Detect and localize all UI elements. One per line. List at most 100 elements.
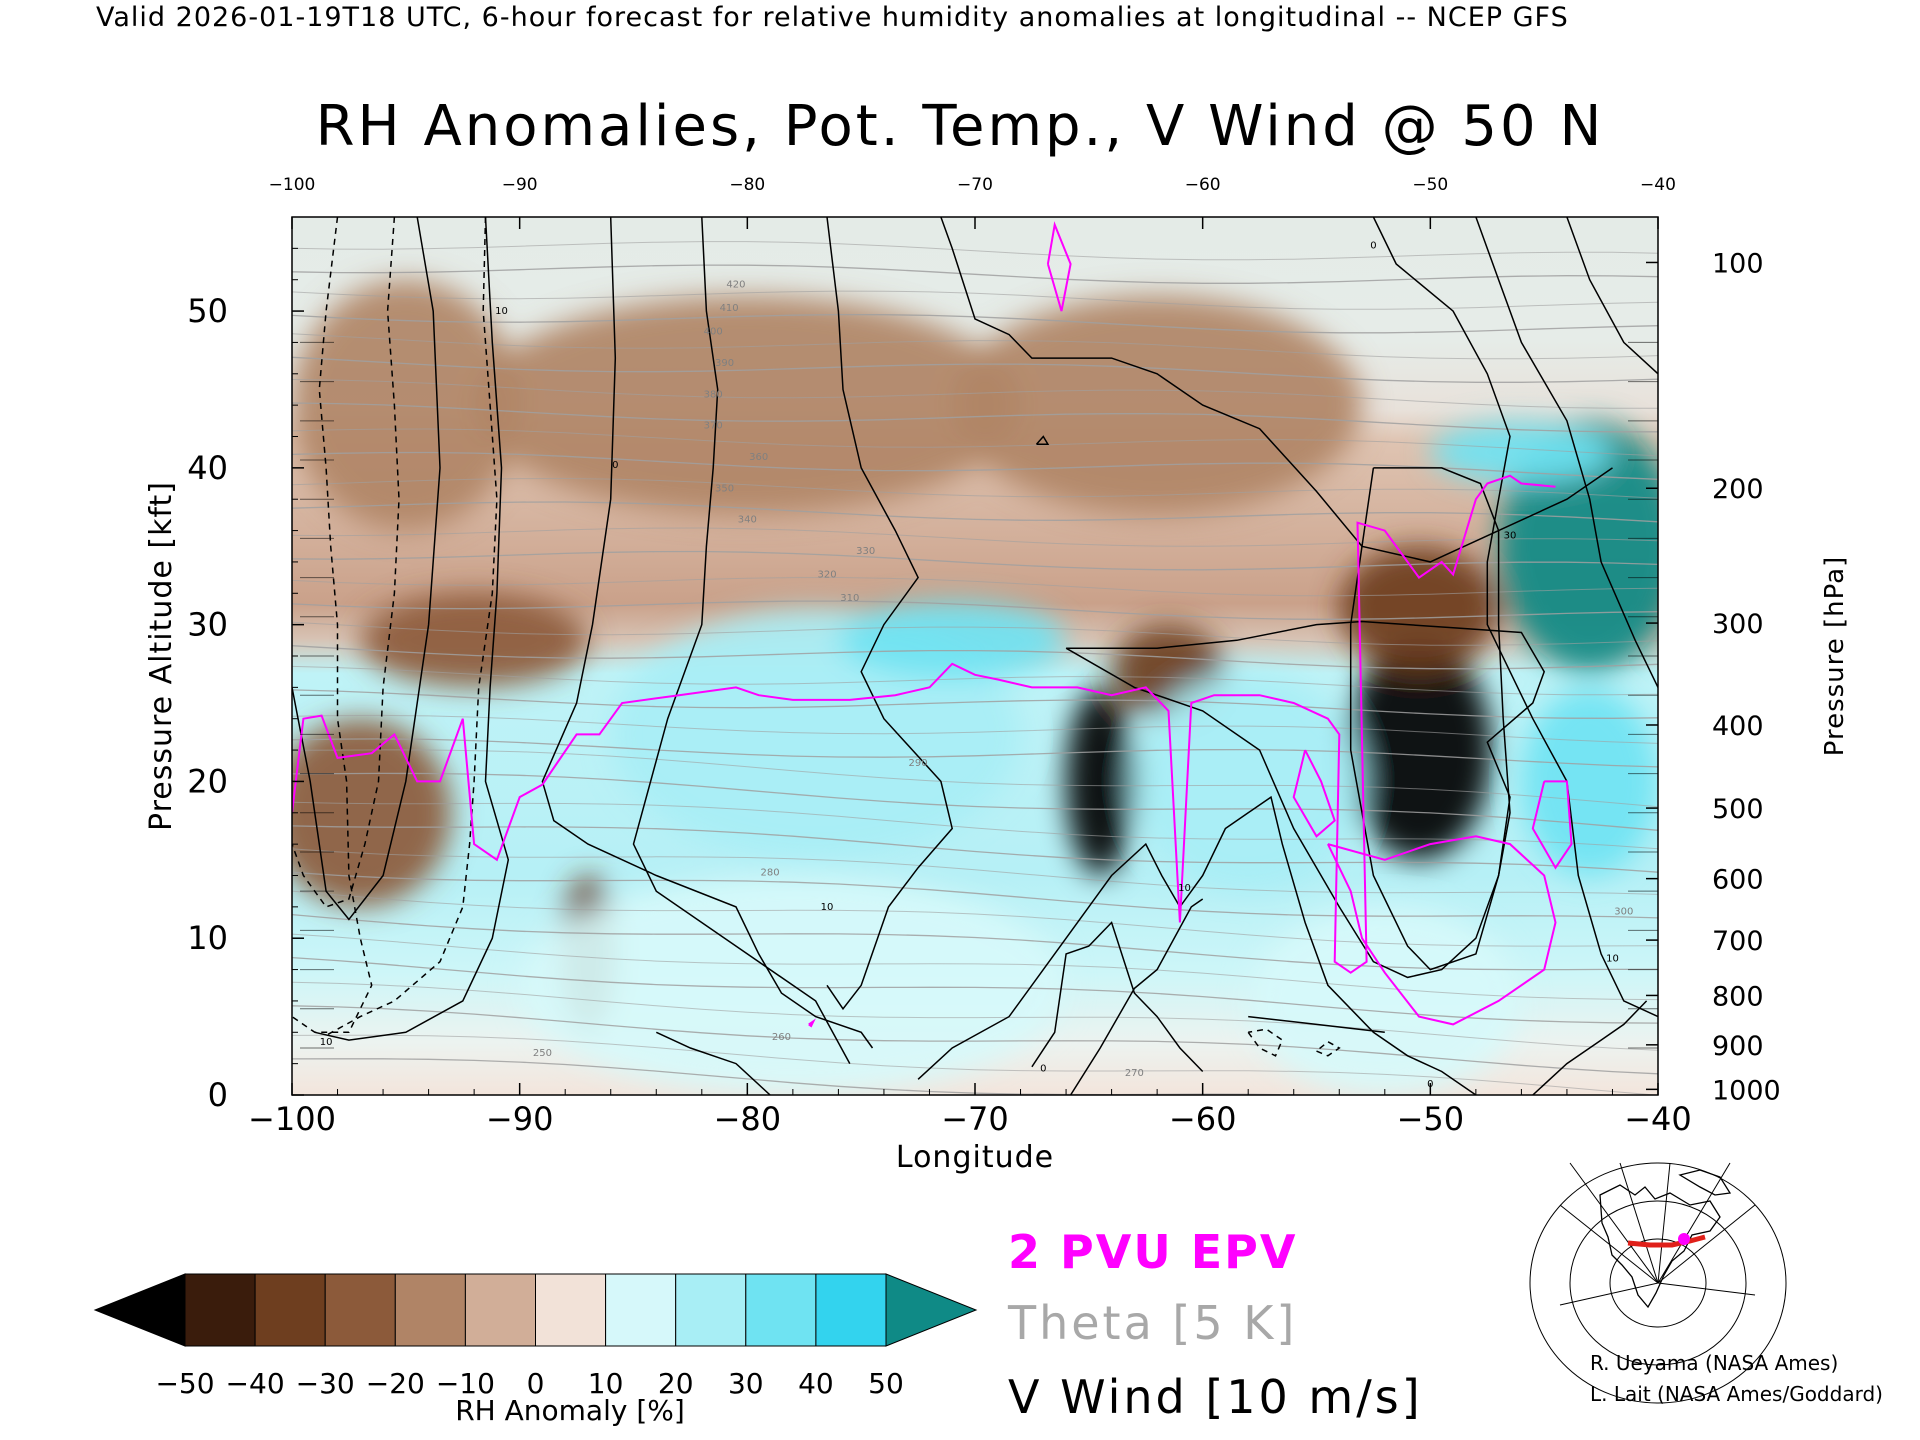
rh-anomaly-blob [952, 295, 1363, 515]
theta-label: 310 [840, 593, 859, 604]
rh-anomaly-blob [1134, 671, 1363, 892]
theta-contour [292, 333, 1658, 360]
x-tick-label: −60 [1169, 1100, 1237, 1138]
rh-anomaly-blob [838, 601, 1067, 680]
pressure-tick-label: 100 [1712, 248, 1764, 279]
y-tick-label: 0 [208, 1076, 228, 1114]
wind-contour [1065, 620, 1546, 979]
theta-contour [292, 871, 1658, 919]
plot-area: 2502602702802903003103203303403503603703… [291, 216, 1659, 1096]
wind-contour [292, 217, 441, 921]
theta-contour [292, 772, 1658, 831]
colorbar-bin [184, 1273, 256, 1347]
wind-contour [940, 217, 1613, 563]
theta-label: 360 [749, 452, 768, 463]
theta-label: 390 [715, 358, 734, 369]
theta-contour [292, 477, 1658, 499]
colorbar-tick-label: 20 [658, 1367, 694, 1400]
theta-contour [292, 241, 1658, 261]
theta-contour [292, 550, 1658, 571]
wind-contour [1247, 1028, 1284, 1057]
theta-contour [292, 848, 1658, 895]
valid-time-line: Valid 2026-01-19T18 UTC, 6-hour forecast… [96, 2, 1569, 33]
theta-label: 410 [720, 303, 739, 314]
y-axis-label: Pressure Altitude [kft] [144, 481, 179, 831]
wind-contour [1349, 467, 1511, 971]
theta-label: 290 [909, 758, 928, 769]
colorbar-tick-label: −40 [226, 1367, 285, 1400]
rh-anomaly-blob [1521, 687, 1658, 876]
wind-contour [1372, 217, 1658, 1018]
theta-contour [292, 913, 1658, 971]
x-top-tick-label: −80 [729, 175, 765, 195]
y-tick-label: 30 [187, 606, 228, 644]
theta-contour [292, 981, 1658, 1051]
epv-contour [808, 1018, 816, 1028]
section-marker [1678, 1233, 1690, 1245]
colorbar-bin [605, 1273, 677, 1347]
theta-contour [292, 402, 1658, 433]
wind-contour [1031, 921, 1204, 1073]
theta-contour [292, 825, 1658, 873]
theta-contour [292, 501, 1658, 523]
credit-line: R. Ueyama (NASA Ames) [1590, 1351, 1839, 1375]
wind-contour [292, 217, 373, 1034]
theta-contour [292, 621, 1658, 646]
theta-label: 400 [704, 327, 723, 338]
axes: −100 −100 −90 −90 −80 −80 −70 −70 −60 −60 −50 −50 −4… [187, 175, 1691, 1138]
theta-contour [292, 600, 1658, 620]
rh-anomaly-blob [1430, 420, 1613, 484]
theta-contour [292, 527, 1658, 547]
wind-label: 10 [1606, 954, 1619, 965]
x-top-tick-label: −100 [269, 175, 316, 195]
theta-contour [292, 428, 1658, 457]
legend-epv: 2 PVU EPV [1008, 1225, 1298, 1279]
theta-contour [292, 749, 1658, 808]
rh-anomaly-blob [1498, 420, 1658, 672]
section-line [1627, 1234, 1706, 1248]
theta-label: 320 [817, 570, 836, 581]
x-tick-label: −70 [941, 1100, 1009, 1138]
colorbar-label: RH Anomaly [%] [455, 1394, 685, 1427]
epv-contour [1292, 749, 1336, 838]
wind-label: 0 [1040, 1063, 1046, 1074]
pressure-tick-label: 800 [1712, 981, 1764, 1012]
theta-label: 260 [772, 1032, 791, 1043]
epv-contour [1046, 221, 1072, 312]
wind-contour [632, 217, 851, 1064]
theta-contour [292, 356, 1658, 383]
theta-label: 250 [533, 1048, 552, 1059]
pressure-tick-label: 200 [1712, 474, 1764, 505]
colorbar-tick-label: 50 [868, 1367, 904, 1400]
theta-label: 350 [715, 483, 734, 494]
theta-contour [292, 645, 1658, 670]
colorbar-tick-label: 10 [588, 1367, 624, 1400]
wind-contour [1035, 435, 1050, 446]
y-tick-label: 50 [187, 292, 228, 330]
x-top-tick-label: −60 [1185, 175, 1221, 195]
x-top-tick-label: −40 [1640, 175, 1676, 195]
x-tick-label: −80 [714, 1100, 782, 1138]
y-tick-label: 20 [187, 762, 228, 800]
rh-anomaly-blob [292, 279, 520, 531]
colorbar-tick-label: −20 [366, 1367, 425, 1400]
pressure-tick-label: 400 [1712, 711, 1764, 742]
theta-label: 380 [704, 389, 723, 400]
colorbar-bin [324, 1273, 396, 1347]
wind-contour [541, 217, 874, 1049]
coastline [1599, 1169, 1732, 1309]
theta-label: 270 [1125, 1068, 1144, 1079]
theta-contour-labels: 2502602702802903003103203303403503603703… [533, 280, 1634, 1080]
rh-anomaly-blob [1339, 546, 1499, 672]
epv-contour [292, 474, 1556, 974]
rh-anomaly-blob [1346, 640, 1492, 860]
pressure-tick-label: 700 [1712, 926, 1764, 957]
x-axis-label: Longitude [896, 1140, 1054, 1175]
theta-contour [292, 264, 1658, 284]
colorbar-bin [745, 1273, 817, 1347]
epv-contour [1326, 835, 1557, 1026]
pressure-tick-label: 300 [1712, 609, 1764, 640]
wind-contour [655, 1031, 771, 1095]
theta-contour [292, 890, 1658, 947]
